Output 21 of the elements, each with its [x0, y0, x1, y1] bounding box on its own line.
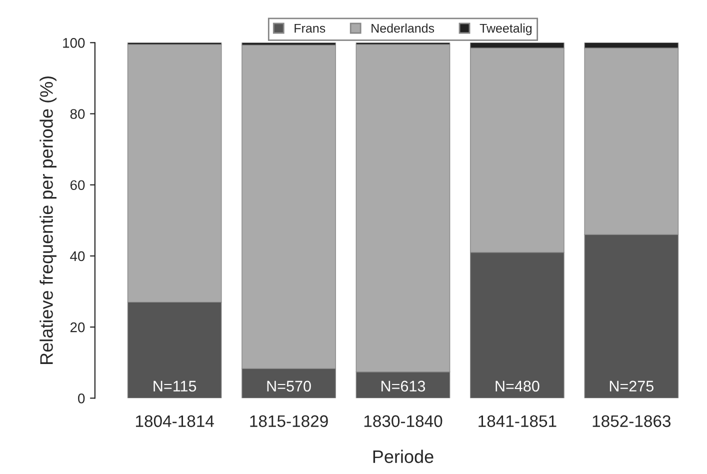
x-tick-label: 1841-1851	[478, 415, 556, 428]
y-tick-label: 20	[70, 322, 85, 332]
annotation: N=480	[496, 380, 540, 392]
y-tick-label: 100	[63, 38, 85, 48]
y-tick-label: 40	[70, 251, 85, 262]
legend-label: Tweetalig	[480, 24, 532, 36]
x-tick-label: 1830-1840	[364, 415, 442, 428]
y-tick-label: 80	[70, 109, 85, 119]
legend-label: Frans	[294, 24, 326, 33]
annotation: N=275	[610, 380, 654, 392]
y-tick-label: 60	[70, 180, 85, 190]
annotation: N=570	[267, 380, 311, 392]
y-tick-label: 0	[78, 393, 85, 404]
legend-label: Nederlands	[372, 24, 434, 33]
x-tick-label: 1815-1829	[250, 415, 328, 428]
annotation: N=613	[382, 380, 426, 392]
x-axis-title: Periode	[373, 450, 434, 464]
x-tick-label: 1852-1863	[592, 415, 671, 428]
x-tick-label: 1804-1814	[136, 415, 214, 428]
y-axis-title: Relatieve frequentie per periode (%)	[40, 76, 56, 364]
annotation: N=115	[154, 380, 196, 392]
